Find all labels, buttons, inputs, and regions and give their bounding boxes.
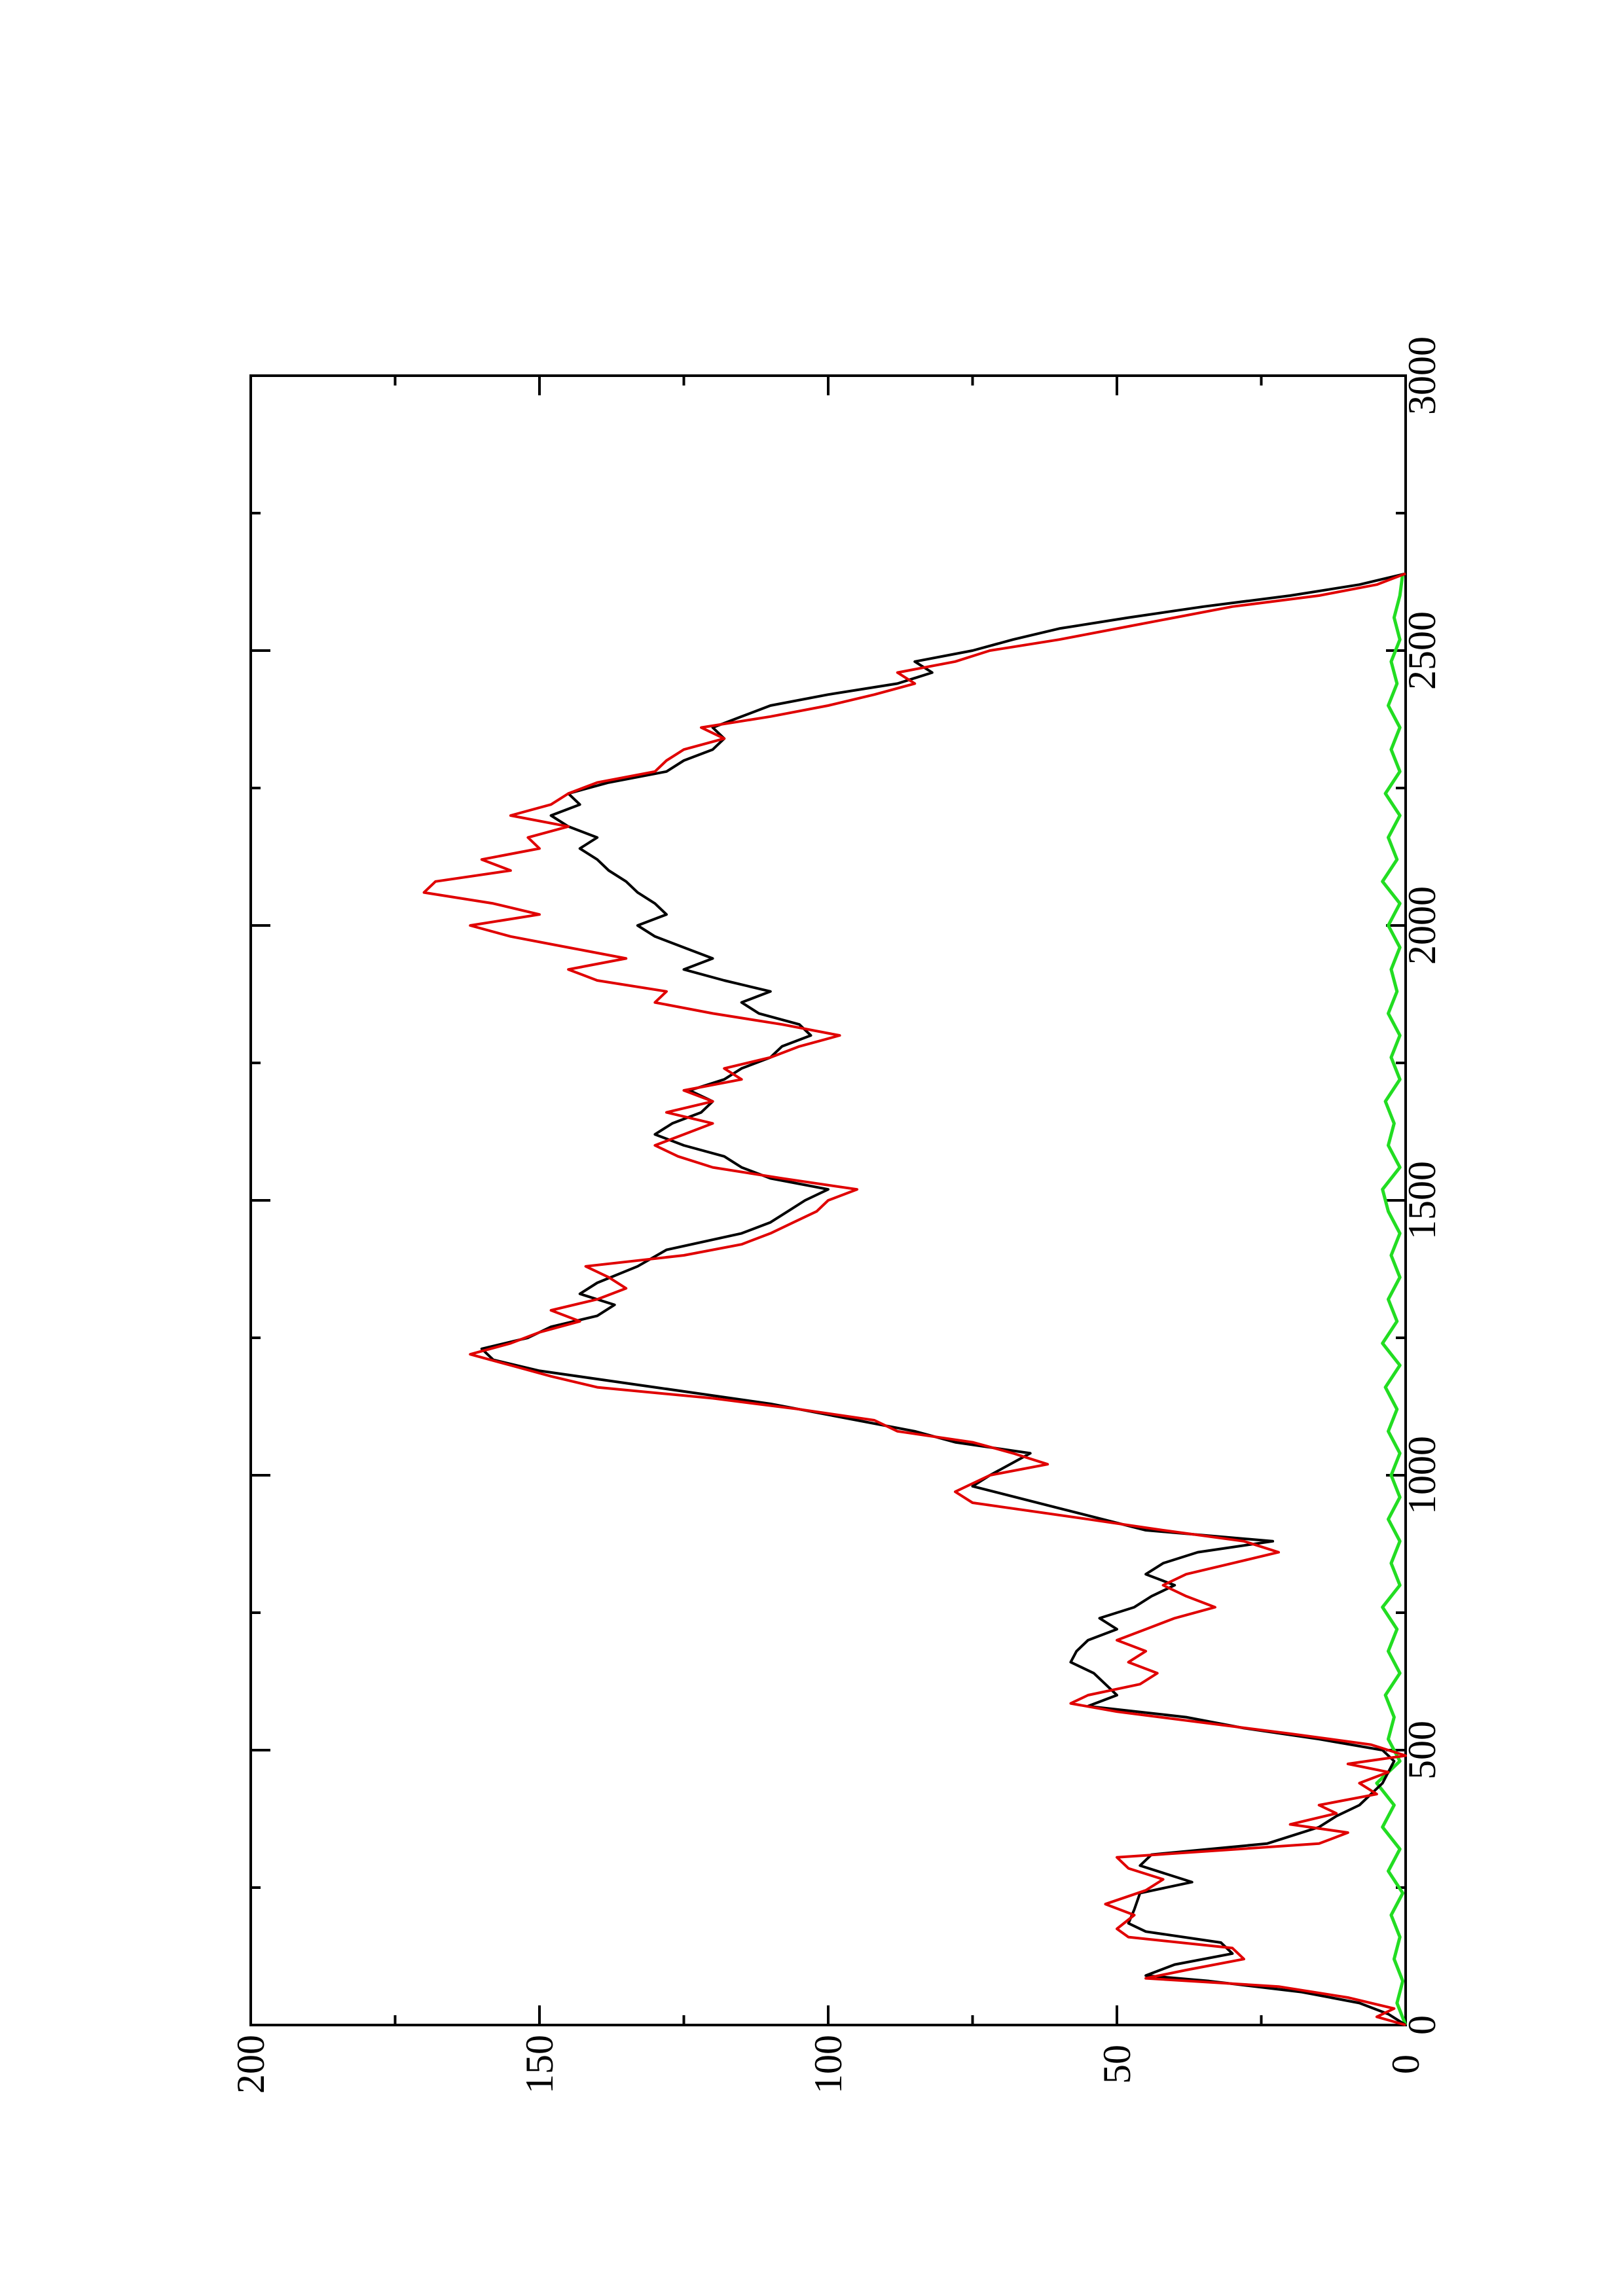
series-line-red bbox=[422, 572, 1407, 2026]
series-line-green bbox=[1375, 573, 1408, 2026]
x-tick-label: 1000 bbox=[1400, 1436, 1444, 1515]
y-tick-label: 50 bbox=[1095, 2045, 1139, 2084]
x-tick-label: 500 bbox=[1400, 1721, 1444, 1780]
x-tick-label: 2500 bbox=[1400, 611, 1444, 690]
x-tick-label: 0 bbox=[1400, 2015, 1444, 2035]
x-tick-label: 3000 bbox=[1400, 336, 1444, 415]
y-tick-label: 0 bbox=[1384, 2054, 1427, 2074]
x-tick-label: 2000 bbox=[1400, 886, 1444, 965]
y-tick-label: 100 bbox=[807, 2035, 850, 2094]
y-tick-label: 200 bbox=[229, 2035, 272, 2094]
series-line-black bbox=[480, 572, 1407, 2026]
tick-labels: 0 500 1000 1500 2000 2500 3000 0 50 100 150 200 bbox=[229, 336, 1444, 2094]
axis-ticks bbox=[249, 374, 1407, 2026]
x-tick-label: 1500 bbox=[1400, 1161, 1444, 1240]
data-series bbox=[422, 572, 1408, 2026]
y-tick-label: 150 bbox=[518, 2035, 561, 2094]
